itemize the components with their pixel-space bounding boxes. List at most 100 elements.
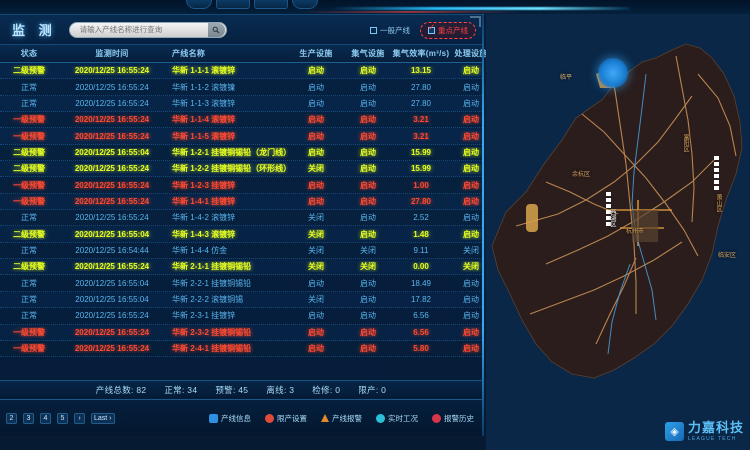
table-row[interactable]: 一级预警 2020/12/25 16:55:24 华新 2-4-1 挂镀铜锡铅 启动 启… xyxy=(0,340,482,358)
cell-line-name: 华新 2-1-1 挂镀铜锡铅 xyxy=(172,262,252,272)
cell-status: 正常 xyxy=(21,245,37,255)
table-header-row: 状态 监测时间 产线名称 生产设施 集气设施 集气效率(m³/s) 处理设施 xyxy=(0,45,487,63)
table-row[interactable]: 二级预警 2020/12/25 16:55:24 华新 2-1-1 挂镀铜锡铅 关闭 关… xyxy=(0,259,482,276)
cell-gas-facility: 启动 xyxy=(360,131,376,141)
cell-production-facility: 启动 xyxy=(308,278,324,288)
table-row[interactable]: 正常 2020/12/25 16:55:24 华新 1-1-3 滚镀锌 启动 启动 27.… xyxy=(0,95,482,113)
cell-status: 正常 xyxy=(21,294,37,304)
summary-item: 预警: 45 xyxy=(215,385,249,395)
logo-text-en: LEAGUE TECH xyxy=(687,436,737,442)
cell-gas-efficiency: 27.80 xyxy=(410,82,432,92)
search-box[interactable] xyxy=(68,21,227,38)
cell-treatment-facility: 启动 xyxy=(463,180,479,190)
cell-production-facility: 启动 xyxy=(308,98,324,108)
active-site-marker[interactable] xyxy=(598,58,628,88)
cell-time: 2020/12/25 16:55:24 xyxy=(75,213,149,223)
cell-production-facility: 关闭 xyxy=(308,245,324,255)
chrome-tab[interactable] xyxy=(292,0,318,9)
region-map[interactable]: 临平 余杭区 杭州市 富阳区 萧山区 西湖区 临安区 xyxy=(486,14,750,450)
cell-treatment-facility: 启动 xyxy=(463,147,479,157)
table-row[interactable]: 一级预警 2020/12/25 16:55:24 华新 1-1-5 滚镀锌 启动 启动 3… xyxy=(0,128,482,145)
cell-gas-facility: 启动 xyxy=(360,213,376,223)
cell-status: 正常 xyxy=(21,311,37,321)
page-button[interactable]: 3 xyxy=(23,412,34,424)
table-row[interactable]: 正常 2020/12/25 16:55:24 华新 1-4-2 滚镀锌 关闭 启动 2.5… xyxy=(0,210,482,227)
footer-action-live[interactable]: 实时工况 xyxy=(376,413,418,424)
table-row[interactable]: 二级预警 2020/12/25 16:55:04 华新 1-2-1 挂镀铜锡铅（龙门… xyxy=(0,144,482,162)
chrome-tab[interactable] xyxy=(254,0,288,9)
map-chart-bar xyxy=(606,192,611,228)
cell-gas-efficiency: 5.80 xyxy=(413,344,429,354)
checkbox-icon[interactable] xyxy=(370,26,377,34)
cell-line-name: 华新 1-4-3 滚镀锌 xyxy=(172,229,236,239)
table-row[interactable]: 二级预警 2020/12/25 16:55:04 华新 1-4-3 滚镀锌 关闭 启动 1… xyxy=(0,226,482,243)
cell-treatment-facility: 启动 xyxy=(463,229,479,239)
table-row[interactable]: 一级预警 2020/12/25 16:55:24 华新 1-1-4 滚镀锌 启动 启动 3… xyxy=(0,112,482,129)
table-row[interactable]: 正常 2020/12/25 16:55:24 华新 1-1-2 滚镀镍 启动 启动 27.… xyxy=(0,79,482,96)
filter-key-line[interactable]: 重点产线 xyxy=(420,21,476,39)
table-row[interactable]: 正常 2020/12/25 16:54:44 华新 1-4-4 仿金 关闭 关闭 9.11… xyxy=(0,242,482,260)
cell-status: 一级预警 xyxy=(13,131,45,141)
chrome-tab-group xyxy=(186,0,318,9)
chrome-tab[interactable] xyxy=(186,0,212,9)
table-row[interactable]: 二级预警 2020/12/25 16:55:24 华新 1-1-1 滚镀锌 启动 启动 1… xyxy=(0,63,482,80)
cell-gas-facility: 关闭 xyxy=(360,262,376,272)
cell-treatment-facility: 关闭 xyxy=(463,245,479,255)
cell-production-facility: 启动 xyxy=(308,344,324,354)
logo-text-cn: 力嘉科技 xyxy=(687,420,744,435)
cell-time: 2020/12/25 16:55:24 xyxy=(74,262,150,272)
cell-time: 2020/12/25 16:55:24 xyxy=(74,196,150,206)
page-title: 监 测 xyxy=(12,23,57,38)
cell-line-name: 华新 1-1-2 滚镀镍 xyxy=(172,82,236,92)
next-page-button[interactable]: › xyxy=(74,412,85,424)
cell-gas-efficiency: 27.80 xyxy=(410,98,432,108)
table-row[interactable]: 一级预警 2020/12/25 16:55:24 华新 1-4-1 挂镀锌 启动 启动 2… xyxy=(0,193,482,211)
cell-time: 2020/12/25 16:55:24 xyxy=(74,344,150,354)
table-row[interactable]: 二级预警 2020/12/25 16:55:24 华新 1-2-2 挂镀铜锡铅（环形… xyxy=(0,161,482,178)
cell-gas-facility: 关闭 xyxy=(360,245,376,255)
search-icon xyxy=(212,26,220,33)
footer-action-limit[interactable]: 限产设置 xyxy=(265,413,307,424)
checkbox-checked-icon[interactable] xyxy=(428,23,436,34)
cell-treatment-facility: 关闭 xyxy=(463,262,479,272)
table-row[interactable]: 正常 2020/12/25 16:55:04 华新 2-2-1 挂镀铜锡铅 启动 启动 1… xyxy=(0,275,482,292)
table-row[interactable]: 正常 2020/12/25 16:55:24 华新 2-3-1 挂镀锌 启动 启动 6.5… xyxy=(0,308,482,325)
page-button[interactable]: 2 xyxy=(6,412,17,424)
footer-action-info[interactable]: 产线信息 xyxy=(209,413,251,424)
cell-status: 正常 xyxy=(21,98,37,108)
filter-general-line[interactable]: 一般产线 xyxy=(370,25,410,36)
cell-gas-facility: 启动 xyxy=(360,98,376,108)
summary-item: 产线总数: 82 xyxy=(95,385,147,395)
table-row[interactable]: 一级预警 2020/12/25 16:55:24 华新 2-3-2 挂镀铜锡铅 启动 启… xyxy=(0,324,482,341)
history-icon xyxy=(432,413,441,423)
cell-time: 2020/12/25 16:55:04 xyxy=(74,147,150,157)
cell-gas-facility: 启动 xyxy=(360,164,376,174)
chrome-tab[interactable] xyxy=(216,0,250,9)
brand-logo: ◈ 力嘉科技 LEAGUE TECH xyxy=(664,420,744,442)
cell-time: 2020/12/25 16:55:24 xyxy=(74,115,150,125)
footer-action-alarm[interactable]: 产线报警 xyxy=(321,413,362,424)
footer-action-history[interactable]: 报警历史 xyxy=(432,413,474,424)
cell-gas-efficiency: 6.56 xyxy=(413,327,429,337)
cell-status: 正常 xyxy=(21,278,37,288)
line-type-filters: 一般产线 重点产线 xyxy=(370,15,476,45)
page-button[interactable]: 5 xyxy=(57,412,68,424)
cell-production-facility: 关闭 xyxy=(308,262,324,272)
cell-time: 2020/12/25 16:55:24 xyxy=(74,327,150,337)
map-region-label: 杭州市 xyxy=(626,229,645,235)
cell-time: 2020/12/25 16:55:24 xyxy=(74,164,150,174)
cell-gas-efficiency: 17.82 xyxy=(410,294,432,304)
filter-label: 一般产线 xyxy=(380,25,410,35)
footer-action-label: 产线信息 xyxy=(221,413,251,423)
col-time: 监测时间 xyxy=(95,49,129,58)
cell-line-name: 华新 1-2-1 挂镀铜锡铅（龙门线） xyxy=(172,147,288,157)
search-input[interactable] xyxy=(69,25,208,34)
cell-treatment-facility: 启动 xyxy=(463,66,479,76)
table-row[interactable]: 一级预警 2020/12/25 16:55:24 华新 1-2-3 挂镀锌 启动 启动 1… xyxy=(0,177,482,194)
table-row[interactable]: 正常 2020/12/25 16:55:04 华新 2-2-2 滚镀铜锡 关闭 启动 17… xyxy=(0,291,482,309)
search-button[interactable] xyxy=(207,22,225,37)
last-page-button[interactable]: Last › xyxy=(91,412,115,424)
cell-status: 二级预警 xyxy=(13,164,45,174)
footer-action-label: 产线报警 xyxy=(332,413,362,423)
page-button[interactable]: 4 xyxy=(40,412,51,424)
